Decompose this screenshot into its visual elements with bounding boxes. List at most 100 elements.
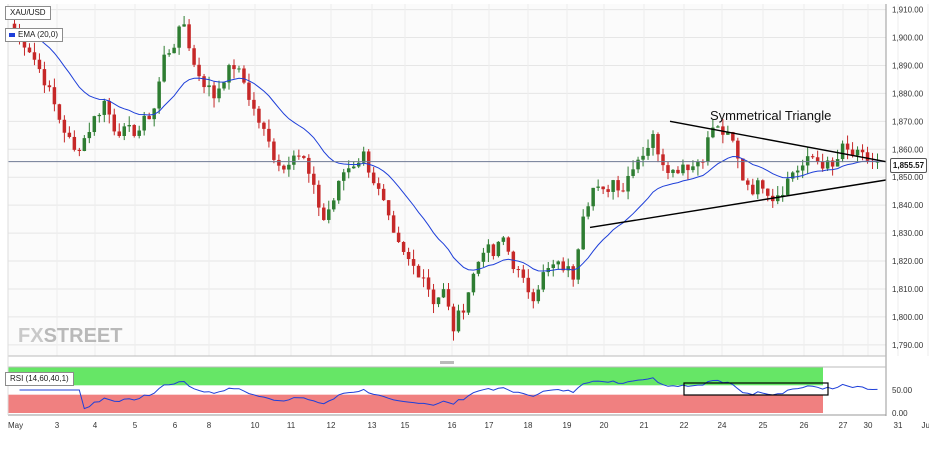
x-tick-label: May [8, 421, 23, 430]
candle-body [82, 138, 87, 151]
candle-body [247, 82, 251, 100]
y-tick-label: 1,860.00 [892, 145, 924, 154]
x-tick-label: 27 [839, 421, 848, 430]
ema-line [14, 28, 878, 272]
candle-body [466, 292, 471, 313]
x-tick-label: Jun [922, 421, 929, 430]
candle-body [835, 159, 840, 167]
x-tick-label: 30 [864, 421, 873, 430]
candle-body [287, 164, 291, 170]
candle-body [72, 136, 77, 150]
rsi-oversold-zone [8, 394, 823, 413]
candle-body [207, 85, 211, 88]
candle-body [127, 125, 131, 127]
candle-body [252, 99, 256, 109]
x-tick-label: 8 [207, 421, 212, 430]
x-tick-label: 20 [600, 421, 609, 430]
candle-body [611, 180, 615, 192]
candle-body [391, 215, 396, 233]
candle-body [292, 155, 296, 165]
candle-body [691, 166, 695, 171]
y-tick-label: 1,850.00 [892, 173, 924, 182]
candle-body [566, 266, 570, 271]
candle-body [751, 184, 755, 195]
ema-legend-label: EMA (20,0) [18, 30, 59, 39]
candle-body [596, 186, 600, 188]
candle-body [332, 200, 336, 210]
candle-body [661, 154, 665, 166]
rsi-legend[interactable]: RSI (14,60,40,1) [5, 372, 74, 386]
rsi-y-tick-label: 50.00 [892, 386, 913, 395]
rsi-highlight-box [683, 382, 829, 396]
candle-body [341, 172, 346, 181]
y-tick-label: 1,800.00 [892, 313, 924, 322]
candle-body [571, 266, 575, 280]
candle-body [671, 169, 675, 174]
candle-body [416, 265, 421, 278]
candle-body [496, 241, 501, 257]
candle-body [830, 160, 835, 167]
x-tick-label: 11 [287, 421, 296, 430]
candle-body [232, 65, 236, 70]
candle-body [202, 76, 206, 88]
candle-body [317, 184, 321, 208]
pattern-annotation: Symmetrical Triangle [710, 108, 832, 123]
candle-body [426, 277, 431, 290]
candle-body [775, 195, 780, 202]
candle-body [37, 59, 42, 70]
candle-body [142, 115, 146, 131]
candle-body [616, 180, 620, 191]
y-tick-label: 1,880.00 [892, 89, 924, 98]
candle-body [272, 141, 276, 160]
candle-body [52, 87, 57, 105]
candle-body [381, 188, 386, 201]
candle-body [117, 131, 121, 136]
candle-body [67, 132, 72, 137]
candle-body [302, 156, 306, 158]
candle-body [790, 172, 795, 179]
ema-legend[interactable]: EMA (20,0) [5, 28, 64, 42]
x-tick-label: 16 [448, 421, 457, 430]
candle-body [840, 143, 845, 160]
candle-body [451, 306, 456, 332]
candle-body [396, 232, 401, 243]
candle-body [187, 24, 191, 49]
y-tick-label: 1,870.00 [892, 117, 924, 126]
candle-body [267, 128, 271, 142]
candle-body [795, 170, 800, 173]
candle-body [157, 81, 161, 109]
candle-body [282, 165, 286, 170]
symbol-legend[interactable]: XAU/USD [5, 6, 51, 20]
candle-body [307, 157, 311, 174]
y-tick-label: 1,890.00 [892, 61, 924, 70]
candle-body [646, 147, 650, 156]
candle-body [785, 178, 790, 195]
candle-body [92, 116, 97, 133]
candle-body [476, 261, 481, 274]
candle-body [351, 166, 356, 169]
triangle-lower-trendline [589, 179, 887, 229]
candle-body [471, 273, 476, 293]
candle-body [62, 119, 67, 133]
candle-body [681, 164, 685, 174]
candle-body [800, 165, 805, 171]
candle-body [726, 132, 730, 135]
candle-body [411, 259, 416, 266]
x-tick-label: 4 [93, 421, 98, 430]
candle-body [87, 132, 92, 139]
candle-body [262, 122, 266, 129]
x-tick-label: 12 [327, 421, 336, 430]
candle-body [805, 156, 810, 166]
candle-body [486, 244, 491, 253]
candle-body [277, 159, 281, 166]
candle-body [77, 149, 82, 151]
panel-resize-handle [440, 361, 454, 364]
candle-body [810, 156, 815, 158]
x-tick-label: 18 [524, 421, 533, 430]
x-tick-label: 31 [894, 421, 903, 430]
y-tick-label: 1,840.00 [892, 201, 924, 210]
candle-body [521, 269, 526, 278]
candle-body [761, 180, 765, 189]
